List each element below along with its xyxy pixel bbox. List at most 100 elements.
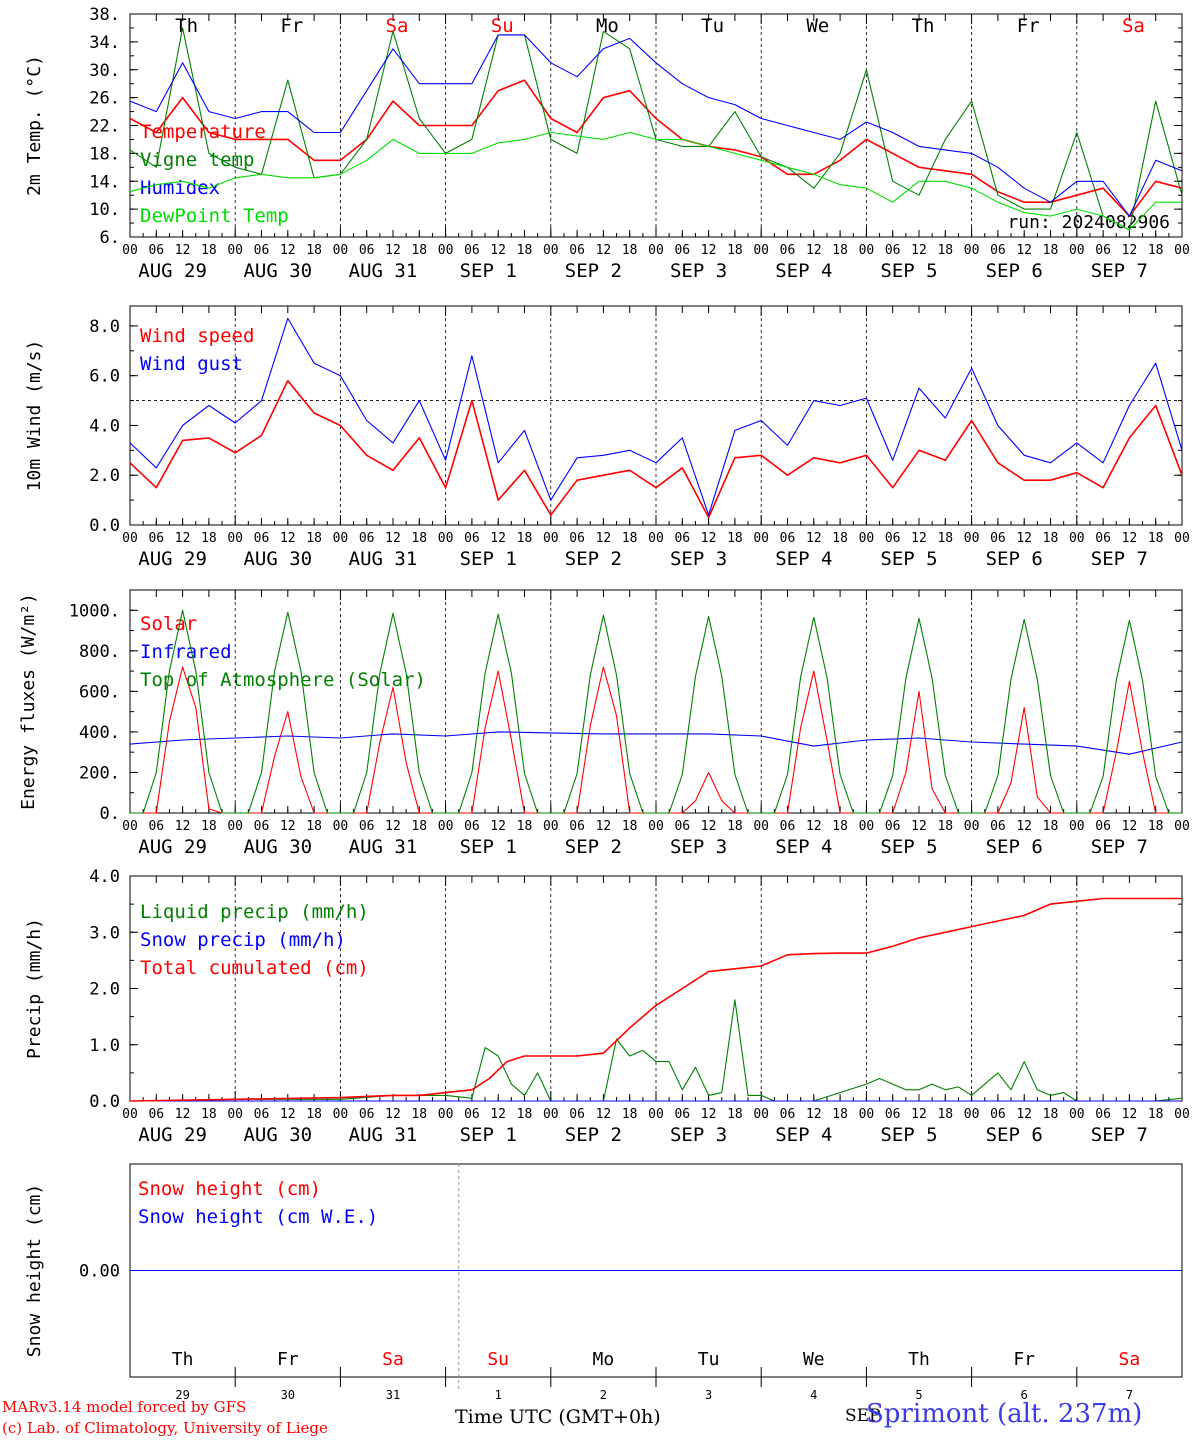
temperature-ytick-label: 10. bbox=[89, 200, 120, 220]
snow-daynum-label: 1 bbox=[495, 1388, 502, 1402]
temperature-hour-label: 00 bbox=[964, 243, 980, 258]
energy-hour-label: 06 bbox=[254, 819, 270, 834]
wind-hour-label: 18 bbox=[727, 531, 743, 546]
temperature-date-label: SEP 7 bbox=[1091, 260, 1148, 282]
temperature-hour-label: 06 bbox=[780, 243, 796, 258]
temperature-date-label: SEP 3 bbox=[670, 260, 727, 282]
temp-dow-label: We bbox=[806, 15, 829, 37]
temperature-hour-label: 12 bbox=[911, 243, 927, 258]
temperature-legend-entry: Humidex bbox=[140, 177, 220, 199]
wind-hour-label: 12 bbox=[385, 531, 401, 546]
temperature-hour-label: 06 bbox=[359, 243, 375, 258]
energy-date-label: SEP 5 bbox=[880, 836, 937, 858]
energy-hour-label: 18 bbox=[937, 819, 953, 834]
precip-hour-label: 00 bbox=[438, 1107, 454, 1122]
precip-hour-label: 06 bbox=[1095, 1107, 1111, 1122]
energy-hour-label: 18 bbox=[622, 819, 638, 834]
precip-hour-label: 06 bbox=[148, 1107, 164, 1122]
energy-date-label: SEP 7 bbox=[1091, 836, 1148, 858]
temperature-hour-label: 06 bbox=[1095, 243, 1111, 258]
temperature-legend-entry: Vigne temp bbox=[140, 149, 254, 171]
wind-hour-label: 00 bbox=[753, 531, 769, 546]
wind-hour-label: 00 bbox=[438, 531, 454, 546]
temperature-hour-label: 18 bbox=[832, 243, 848, 258]
temperature-frame bbox=[129, 13, 1183, 238]
wind-hour-label: 06 bbox=[148, 531, 164, 546]
precip-hour-label: 12 bbox=[490, 1107, 506, 1122]
wind-hour-label: 00 bbox=[227, 531, 243, 546]
precip-ylabel: Precip (mm/h) bbox=[24, 918, 45, 1059]
snow-ytick-label: 0.00 bbox=[79, 1262, 120, 1282]
energy-hour-label: 18 bbox=[1043, 819, 1059, 834]
energy-ylabel: Energy fluxes (W/m²) bbox=[18, 593, 39, 810]
wind-hour-label: 06 bbox=[359, 531, 375, 546]
temperature-series-line bbox=[129, 131, 1182, 231]
temperature-hour-label: 12 bbox=[280, 243, 296, 258]
temperature-hour-label: 00 bbox=[543, 243, 559, 258]
temperature-hour-label: 00 bbox=[1174, 243, 1190, 258]
energy-date-label: SEP 3 bbox=[670, 836, 727, 858]
temp-dow-label: Mo bbox=[596, 15, 619, 37]
snow-daynum-label: 7 bbox=[1126, 1388, 1133, 1402]
energy-series-line bbox=[129, 731, 1183, 755]
precip-hour-label: 18 bbox=[832, 1107, 848, 1122]
wind-legend-entry: Wind gust bbox=[140, 353, 243, 375]
precip-hour-label: 18 bbox=[727, 1107, 743, 1122]
wind-hour-label: 00 bbox=[1174, 531, 1190, 546]
wind-hour-label: 06 bbox=[1095, 531, 1111, 546]
temp-dow-label: Sa bbox=[1122, 15, 1145, 37]
temperature-hour-label: 12 bbox=[385, 243, 401, 258]
temperature-ytick-label: 38. bbox=[89, 5, 120, 25]
wind-hour-label: 00 bbox=[964, 531, 980, 546]
precip-hour-label: 18 bbox=[937, 1107, 953, 1122]
wind-hour-label: 18 bbox=[306, 531, 322, 546]
energy-ytick-label: 800. bbox=[79, 642, 120, 662]
energy-hour-label: 12 bbox=[280, 819, 296, 834]
temperature-hour-label: 00 bbox=[227, 243, 243, 258]
temperature-hour-label: 12 bbox=[701, 243, 717, 258]
temperature-date-label: SEP 5 bbox=[880, 260, 937, 282]
precip-date-label: SEP 1 bbox=[460, 1124, 517, 1146]
precip-date-label: SEP 4 bbox=[775, 1124, 832, 1146]
wind-date-label: AUG 31 bbox=[349, 548, 418, 570]
precip-hour-label: 00 bbox=[753, 1107, 769, 1122]
temperature-hour-label: 18 bbox=[1148, 243, 1164, 258]
energy-ytick-label: 600. bbox=[79, 682, 120, 702]
precip-hour-label: 06 bbox=[569, 1107, 585, 1122]
precip-hour-label: 00 bbox=[543, 1107, 559, 1122]
wind-date-label: SEP 1 bbox=[460, 548, 517, 570]
energy-hour-label: 06 bbox=[464, 819, 480, 834]
temperature-hour-label: 00 bbox=[859, 243, 875, 258]
temperature-hour-label: 00 bbox=[122, 243, 138, 258]
snow-dow-label: Fr bbox=[277, 1349, 299, 1370]
wind-hour-label: 06 bbox=[254, 531, 270, 546]
wind-hour-label: 06 bbox=[464, 531, 480, 546]
temperature-date-label: SEP 6 bbox=[986, 260, 1043, 282]
precip-hour-label: 00 bbox=[648, 1107, 664, 1122]
temperature-hour-label: 00 bbox=[438, 243, 454, 258]
wind-hour-label: 12 bbox=[806, 531, 822, 546]
temperature-hour-label: 06 bbox=[254, 243, 270, 258]
wind-ytick-label: 4.0 bbox=[89, 416, 120, 436]
temp-dow-label: Th bbox=[175, 15, 198, 37]
energy-legend-entry: Solar bbox=[140, 613, 197, 635]
snow-dow-label: Sa bbox=[1119, 1349, 1141, 1370]
precip-ytick-label: 2.0 bbox=[89, 980, 120, 1000]
temperature-ytick-label: 22. bbox=[89, 117, 120, 137]
energy-hour-label: 18 bbox=[1148, 819, 1164, 834]
temperature-ytick-label: 18. bbox=[89, 144, 120, 164]
wind-hour-label: 18 bbox=[622, 531, 638, 546]
wind-hour-label: 12 bbox=[490, 531, 506, 546]
precip-series-line bbox=[129, 999, 1183, 1102]
wind-date-label: SEP 3 bbox=[670, 548, 727, 570]
wind-hour-label: 00 bbox=[543, 531, 559, 546]
precip-legend-entry: Total cumulated (cm) bbox=[140, 957, 369, 979]
energy-hour-label: 00 bbox=[333, 819, 349, 834]
temperature-hour-label: 18 bbox=[937, 243, 953, 258]
temperature-hour-label: 12 bbox=[1122, 243, 1138, 258]
energy-ytick-label: 400. bbox=[79, 723, 120, 743]
precip-hour-label: 12 bbox=[701, 1107, 717, 1122]
wind-hour-label: 12 bbox=[280, 531, 296, 546]
wind-hour-label: 12 bbox=[1016, 531, 1032, 546]
